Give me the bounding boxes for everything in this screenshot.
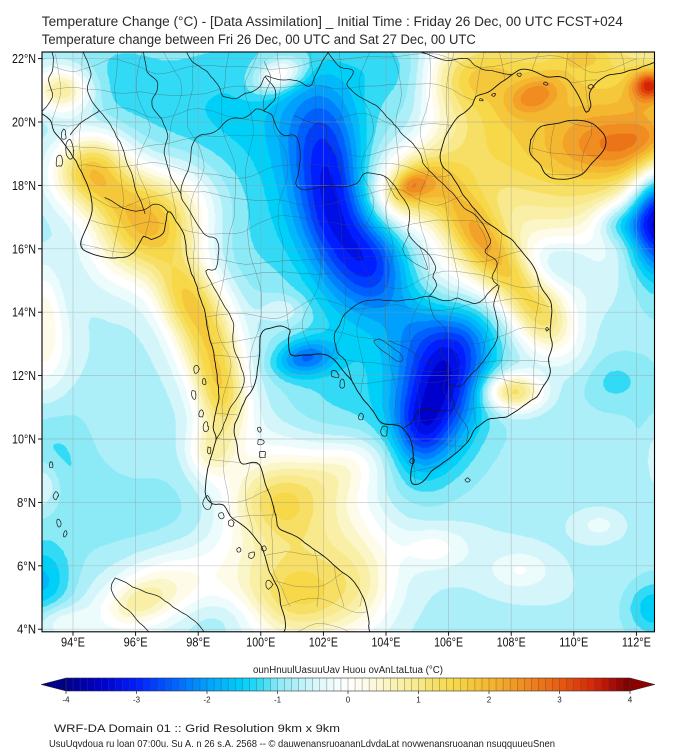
svg-text:20°N: 20°N (12, 115, 36, 130)
svg-text:1: 1 (416, 696, 421, 705)
svg-text:104°E: 104°E (372, 635, 401, 650)
svg-text:-1: -1 (274, 696, 282, 705)
svg-text:6°N: 6°N (17, 558, 36, 573)
svg-text:102°E: 102°E (309, 635, 338, 650)
svg-text:ounHnuulUasuuUav Huou ovAnLtaL: ounHnuulUasuuUav Huou ovAnLtaLtua (°C) (253, 665, 443, 676)
svg-text:14°N: 14°N (12, 305, 36, 320)
svg-text:100°E: 100°E (246, 635, 275, 650)
svg-text:-2: -2 (203, 696, 211, 705)
svg-text:Temperature Change (°C) - [Dat: Temperature Change (°C) - [Data Assimila… (42, 14, 623, 30)
svg-text:110°E: 110°E (559, 635, 588, 650)
svg-text:10°N: 10°N (12, 432, 36, 447)
svg-text:WRF-DA Domain 01 :: Grid Resol: WRF-DA Domain 01 :: Grid Resolution 9km … (54, 723, 340, 735)
svg-text:22°N: 22°N (12, 51, 36, 66)
svg-text:18°N: 18°N (12, 178, 36, 193)
svg-text:98°E: 98°E (186, 635, 210, 650)
svg-text:112°E: 112°E (622, 635, 651, 650)
svg-text:16°N: 16°N (12, 241, 36, 256)
svg-text:94°E: 94°E (61, 635, 85, 650)
svg-text:0: 0 (346, 696, 351, 705)
svg-text:8°N: 8°N (17, 495, 36, 510)
svg-text:UsuUqvdoua ru loan 07:00u. Su: UsuUqvdoua ru loan 07:00u. Su A. n 26 s.… (49, 739, 555, 750)
svg-text:12°N: 12°N (12, 368, 36, 383)
svg-text:106°E: 106°E (434, 635, 463, 650)
svg-text:2: 2 (487, 696, 492, 705)
svg-text:4: 4 (628, 696, 633, 705)
svg-text:-4: -4 (62, 696, 70, 705)
svg-text:3: 3 (557, 696, 562, 705)
svg-text:108°E: 108°E (497, 635, 526, 650)
svg-text:-3: -3 (133, 696, 141, 705)
svg-text:Temperature change between Fri: Temperature change between Fri 26 Dec, 0… (42, 32, 476, 48)
svg-text:4°N: 4°N (17, 622, 36, 637)
svg-text:96°E: 96°E (124, 635, 148, 650)
